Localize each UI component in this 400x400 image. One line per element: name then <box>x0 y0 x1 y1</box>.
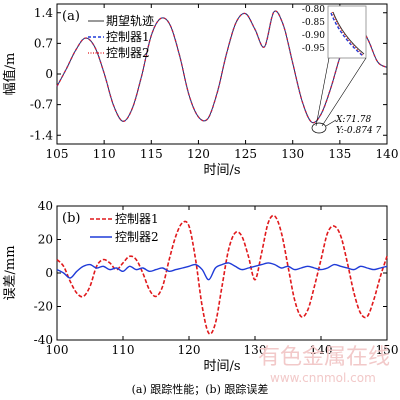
zoom-inset-tick-3: -0.95 <box>302 44 325 54</box>
panel-a-x-tick-label-6: 135 <box>328 147 351 161</box>
panel-b-x-tick-label-2: 120 <box>178 343 201 357</box>
panel-b-legend: 控制器1 控制器2 <box>90 212 159 244</box>
panel-a-y-label: 幅值/m <box>2 53 18 96</box>
legend-label-desired: 期望轨迹 <box>106 14 154 28</box>
panel-a-y-tick-label-1: -0.7 <box>30 98 53 112</box>
panel-b-y-tick-label-1: -20 <box>34 300 53 314</box>
panel-a-y-tick-label-2: 0 <box>45 67 53 81</box>
panel-a-x-tick-label-1: 110 <box>93 147 116 161</box>
panel-a-x-label: 时间/s <box>203 163 240 178</box>
zoom-inset-tick-0: -0.80 <box>302 5 325 15</box>
panel-b-y-tick-label-4: 40 <box>38 199 53 213</box>
zoom-inset-curve-controller2 <box>331 11 364 56</box>
panel-a-x-tick-label-3: 120 <box>187 147 210 161</box>
panel-b-series-line-0 <box>56 214 388 335</box>
panel-b-series <box>56 214 388 335</box>
legend-label-controller2-b: 控制器2 <box>115 230 159 244</box>
zoom-inset-tick-1: -0.85 <box>302 18 325 28</box>
panel-a-x-tick-label-5: 130 <box>281 147 304 161</box>
panel-b-frame <box>56 205 388 341</box>
panel-a-y-tick-label-4: 1.4 <box>34 6 53 20</box>
panel-a-y-tick-label-3: 0.7 <box>34 36 53 50</box>
panel-a-x-ticks: 105 110 115 120 125 130 135 140 <box>46 4 399 161</box>
panel-a-x-tick-label-4: 125 <box>234 147 257 161</box>
watermark-text: 有色金属在线 <box>258 345 390 370</box>
zoom-region-ellipse <box>311 122 327 134</box>
legend-label-controller2: 控制器2 <box>106 46 150 60</box>
zoom-connector-right <box>321 57 367 127</box>
panel-a-y-ticks: -1.4 -0.7 0 0.7 1.4 <box>30 6 387 142</box>
panel-b-y-tick-label-0: -40 <box>34 333 53 347</box>
zoom-inset-curve-desired <box>332 11 365 55</box>
panel-b-x-tick-label-1: 110 <box>112 343 135 357</box>
panel-b-y-tick-label-2: 0 <box>45 266 53 280</box>
panel-b-x-tick-label-3: 130 <box>244 343 267 357</box>
zoom-inset-tick-2: -0.90 <box>302 31 325 41</box>
panel-a-x-tick-label-7: 140 <box>376 147 399 161</box>
panel-b-tag: (b) <box>62 211 80 226</box>
figure-caption: (a) 跟踪性能；(b) 跟踪误差 <box>132 382 269 396</box>
panel-b-x-ticks: 100 110 120 130 140 150 <box>46 206 399 357</box>
panel-a-legend: 期望轨迹 控制器1 控制器2 <box>88 14 154 60</box>
panel-a-x-tick-label-2: 115 <box>140 147 163 161</box>
panel-a: (a) 105 110 115 120 125 130 135 140 -1.4 -0.7 0 0.… <box>2 3 399 178</box>
legend-label-controller1-b: 控制器1 <box>115 212 159 226</box>
annotation-pointer <box>325 119 337 127</box>
panel-a-tag: (a) <box>62 9 80 24</box>
point-annotation: X:71.78 Y:-0.874 7 <box>325 115 382 136</box>
panel-b-y-tick-label-3: 20 <box>38 233 53 247</box>
zoom-connector-left <box>315 57 330 127</box>
panel-b-series-line-1 <box>56 262 388 281</box>
zoom-inset: -0.80 -0.85 -0.90 -0.95 <box>302 5 367 134</box>
panel-b-y-ticks: -40 -20 0 20 40 <box>34 199 387 347</box>
panel-b-x-label: 时间/s <box>203 359 240 374</box>
zoom-inset-curve-controller1 <box>330 12 364 57</box>
panel-b-x-tick-label-5: 150 <box>376 343 399 357</box>
panel-b-x-tick-label-0: 100 <box>46 343 69 357</box>
legend-label-controller1: 控制器1 <box>106 30 150 44</box>
watermark-url: www.cnnmol.com <box>270 371 376 385</box>
panel-a-series <box>56 10 388 124</box>
panel-a-series-line-2 <box>56 10 388 124</box>
annotation-y: Y:-0.874 7 <box>336 126 382 136</box>
panel-a-x-tick-label-0: 105 <box>46 147 69 161</box>
panel-a-y-tick-label-0: -1.4 <box>30 128 54 142</box>
annotation-x: X:71.78 <box>335 115 371 125</box>
panel-b-y-label: 误差/mm <box>3 245 18 300</box>
panel-b-x-tick-label-4: 140 <box>310 343 333 357</box>
